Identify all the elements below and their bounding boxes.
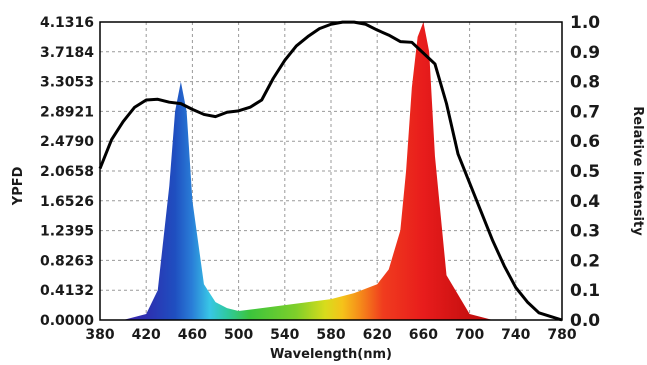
y-right-tick-label: 0.8 (570, 73, 600, 93)
ypfd-line (98, 20, 563, 322)
y-left-tick-label: 0.8263 (40, 253, 94, 269)
y-left-tick-label: 1.6526 (40, 194, 94, 210)
y-right-tick-label: 0.9 (570, 43, 600, 63)
y-left-tick-label: 2.4790 (40, 134, 94, 150)
x-tick-label: 380 (85, 327, 114, 343)
y-right-tick-label: 0.4 (570, 192, 600, 212)
y-left-tick-label: 3.7184 (40, 45, 94, 61)
x-tick-label: 580 (316, 327, 345, 343)
x-tick-label: 700 (455, 327, 484, 343)
y-right-tick-label: 0.7 (570, 102, 600, 122)
x-tick-label: 500 (224, 327, 253, 343)
x-tick-label: 740 (501, 327, 530, 343)
y-right-axis-label: Relative intensity (630, 106, 645, 236)
y-right-tick-label: 1.0 (570, 13, 600, 33)
x-tick-label: 460 (178, 327, 207, 343)
y-left-tick-label: 4.1316 (40, 15, 94, 31)
y-right-tick-label: 0.5 (570, 162, 600, 182)
y-left-tick-label: 3.3053 (40, 75, 94, 91)
y-left-tick-label: 0.0000 (40, 313, 94, 329)
x-tick-label: 540 (270, 327, 299, 343)
y-left-tick-label: 0.4132 (40, 283, 94, 299)
x-axis-label: Wavelength(nm) (270, 347, 392, 362)
y-left-axis-label: YPFD (11, 166, 26, 206)
y-right-tick-label: 0.1 (570, 281, 600, 301)
y-left-tick-label: 1.2395 (40, 224, 94, 240)
y-right-tick-label: 0.6 (570, 132, 600, 152)
x-tick-label: 660 (409, 327, 438, 343)
y-left-tick-label: 2.0658 (40, 164, 94, 180)
y-right-tick-label: 0.0 (570, 311, 600, 331)
plot-frame (99, 21, 563, 321)
x-tick-label: 420 (132, 327, 161, 343)
y-right-tick-label: 0.3 (570, 222, 600, 242)
y-left-tick-label: 2.8921 (40, 104, 94, 120)
y-right-tick-label: 0.2 (570, 251, 600, 271)
x-tick-label: 620 (363, 327, 392, 343)
x-tick-label: 780 (547, 327, 576, 343)
